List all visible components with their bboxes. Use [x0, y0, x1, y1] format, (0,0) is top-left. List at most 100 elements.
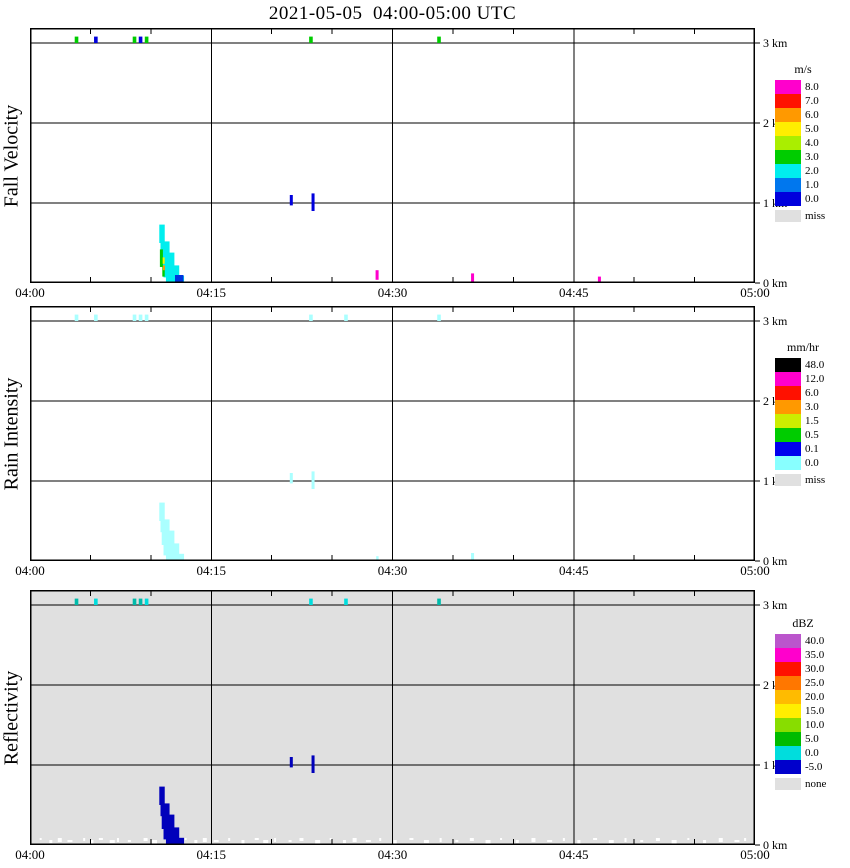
fall-velocity-legend-swatch: [775, 80, 801, 94]
reflectivity-legend-label: 10.0: [805, 718, 825, 731]
reflectivity-legend-label: 15.0: [805, 704, 825, 717]
reflectivity-legend-label: 40.0: [805, 634, 825, 647]
reflectivity-legend-label: 25.0: [805, 676, 825, 689]
fall-velocity-legend-missing-label: miss: [805, 209, 826, 222]
reflectivity-legend-label: -5.0: [805, 760, 823, 773]
fall-velocity-legend-swatch: [775, 164, 801, 178]
rain-intensity-legend-entry: 3.0: [775, 400, 850, 414]
rain-intensity-heatmap: [30, 306, 760, 562]
fall-velocity-legend-swatch: [775, 94, 801, 108]
reflectivity-legend-label: 0.0: [805, 746, 819, 759]
fall-velocity-legend-entry: 0.0: [775, 192, 850, 206]
rain-intensity-legend-entry: 6.0: [775, 386, 850, 400]
rain-intensity-xtick-05:00: 05:00: [740, 563, 770, 578]
fall-velocity-legend-label: 8.0: [805, 80, 819, 93]
rain-intensity-legend-entry: 0.1: [775, 442, 850, 456]
fall-velocity-legend-swatch: [775, 108, 801, 122]
rain-intensity-legend-swatch: [775, 414, 801, 428]
reflectivity-legend-swatch: [775, 718, 801, 732]
rain-intensity-legend-label: 0.5: [805, 428, 819, 441]
reflectivity-ytick-0km: 0 km: [763, 838, 788, 852]
rain-intensity-legend-entry: 48.0: [775, 358, 850, 372]
fall-velocity-legend-swatch: [775, 150, 801, 164]
reflectivity-legend-missing: none: [775, 778, 850, 790]
rain-intensity-legend-swatch: [775, 400, 801, 414]
fall-velocity-xtick-04:45: 04:45: [558, 285, 589, 300]
fall-velocity-legend-entry: 1.0: [775, 178, 850, 192]
reflectivity-ytick-3km: 3 km: [763, 598, 788, 612]
rain-intensity-legend-label: 1.5: [805, 414, 819, 427]
fall-velocity-legend-entry: 5.0: [775, 122, 850, 136]
rain-intensity-legend-swatch: [775, 372, 801, 386]
reflectivity-legend-swatch: [775, 648, 801, 662]
fall-velocity-legend-label: 2.0: [805, 164, 819, 177]
reflectivity-legend-entry: 5.0: [775, 732, 850, 746]
reflectivity-axis-title: Reflectivity: [0, 670, 22, 765]
reflectivity-legend-swatch: [775, 746, 801, 760]
reflectivity-legend-entry: 35.0: [775, 648, 850, 662]
rain-intensity-legend-label: 12.0: [805, 372, 825, 385]
rain-intensity-legend-label: 3.0: [805, 400, 819, 413]
fall-velocity-legend-label: 1.0: [805, 178, 819, 191]
reflectivity-legend-swatch: [775, 634, 801, 648]
reflectivity-legend-label: 20.0: [805, 690, 825, 703]
rain-intensity-xtick-04:00: 04:00: [15, 563, 45, 578]
rain-intensity-ytick-0km: 0 km: [763, 554, 788, 568]
reflectivity-legend-entry: 20.0: [775, 690, 850, 704]
reflectivity-legend-swatch: [775, 732, 801, 746]
rain-intensity-legend-entry: 0.0: [775, 456, 850, 470]
reflectivity-xtick-04:30: 04:30: [377, 847, 408, 862]
reflectivity-legend-entry: 15.0: [775, 704, 850, 718]
reflectivity-heatmap: [30, 590, 760, 846]
rain-intensity-legend-missing-swatch: [775, 474, 801, 486]
reflectivity-legend-entry: 30.0: [775, 662, 850, 676]
fall-velocity-legend-label: 7.0: [805, 94, 819, 107]
rain-intensity-axis-title: Rain Intensity: [0, 377, 22, 490]
fall-velocity-legend-entry: 3.0: [775, 150, 850, 164]
fall-velocity-legend-entry: 4.0: [775, 136, 850, 150]
fall-velocity-legend-label: 6.0: [805, 108, 819, 121]
fall-velocity-legend: m/s 8.0 7.0 6.0 5.0 4.0 3.0 2.0 1.0 0.0 miss: [775, 62, 850, 222]
rain-intensity-legend-swatch: [775, 456, 801, 470]
fall-velocity-ytick-0km: 0 km: [763, 276, 788, 290]
reflectivity-legend-missing-label: none: [805, 777, 827, 790]
rain-intensity-legend-swatch: [775, 442, 801, 456]
reflectivity-legend-label: 30.0: [805, 662, 825, 675]
rain-intensity-ytick-3km: 3 km: [763, 314, 788, 328]
reflectivity-legend-unit: dBZ: [792, 616, 814, 630]
rain-intensity-legend-label: 48.0: [805, 358, 825, 371]
reflectivity-legend-swatch: [775, 690, 801, 704]
reflectivity-legend-entry: 10.0: [775, 718, 850, 732]
fall-velocity-axis-title: Fall Velocity: [0, 104, 22, 207]
reflectivity-legend-entry: -5.0: [775, 760, 850, 774]
rain-intensity-legend-entry: 12.0: [775, 372, 850, 386]
reflectivity-legend-swatch: [775, 704, 801, 718]
reflectivity-xtick-04:45: 04:45: [558, 847, 589, 862]
rain-intensity-xtick-04:30: 04:30: [377, 563, 408, 578]
fall-velocity-xtick-05:00: 05:00: [740, 285, 770, 300]
fall-velocity-legend-label: 0.0: [805, 192, 819, 205]
reflectivity-legend-swatch: [775, 676, 801, 690]
fall-velocity-legend-missing-swatch: [775, 210, 801, 222]
fall-velocity-legend-missing: miss: [775, 210, 850, 222]
rain-intensity-legend-label: 0.1: [805, 442, 819, 455]
fall-velocity-xtick-04:30: 04:30: [377, 285, 408, 300]
reflectivity-legend: dBZ 40.0 35.0 30.0 25.0 20.0 15.0 10.0 5.0 0.0 -5.…: [775, 616, 850, 790]
fall-velocity-legend-entry: 2.0: [775, 164, 850, 178]
figure-title: 2021-05-05 04:00-05:00 UTC: [268, 3, 517, 24]
rain-intensity-legend-label: 0.0: [805, 456, 819, 469]
rain-intensity-xtick-04:15: 04:15: [196, 563, 227, 578]
fall-velocity-legend-unit: m/s: [794, 62, 812, 76]
reflectivity-legend-label: 35.0: [805, 648, 825, 661]
rain-intensity-legend-swatch: [775, 428, 801, 442]
rain-intensity-legend-label: 6.0: [805, 386, 819, 399]
reflectivity-legend-label: 5.0: [805, 732, 819, 745]
fall-velocity-xtick-04:00: 04:00: [15, 285, 45, 300]
fall-velocity-legend-entry: 7.0: [775, 94, 850, 108]
reflectivity-legend-swatch: [775, 760, 801, 774]
rain-intensity-legend-swatch: [775, 358, 801, 372]
fall-velocity-legend-label: 5.0: [805, 122, 819, 135]
reflectivity-legend-swatch: [775, 662, 801, 676]
fall-velocity-legend-swatch: [775, 178, 801, 192]
